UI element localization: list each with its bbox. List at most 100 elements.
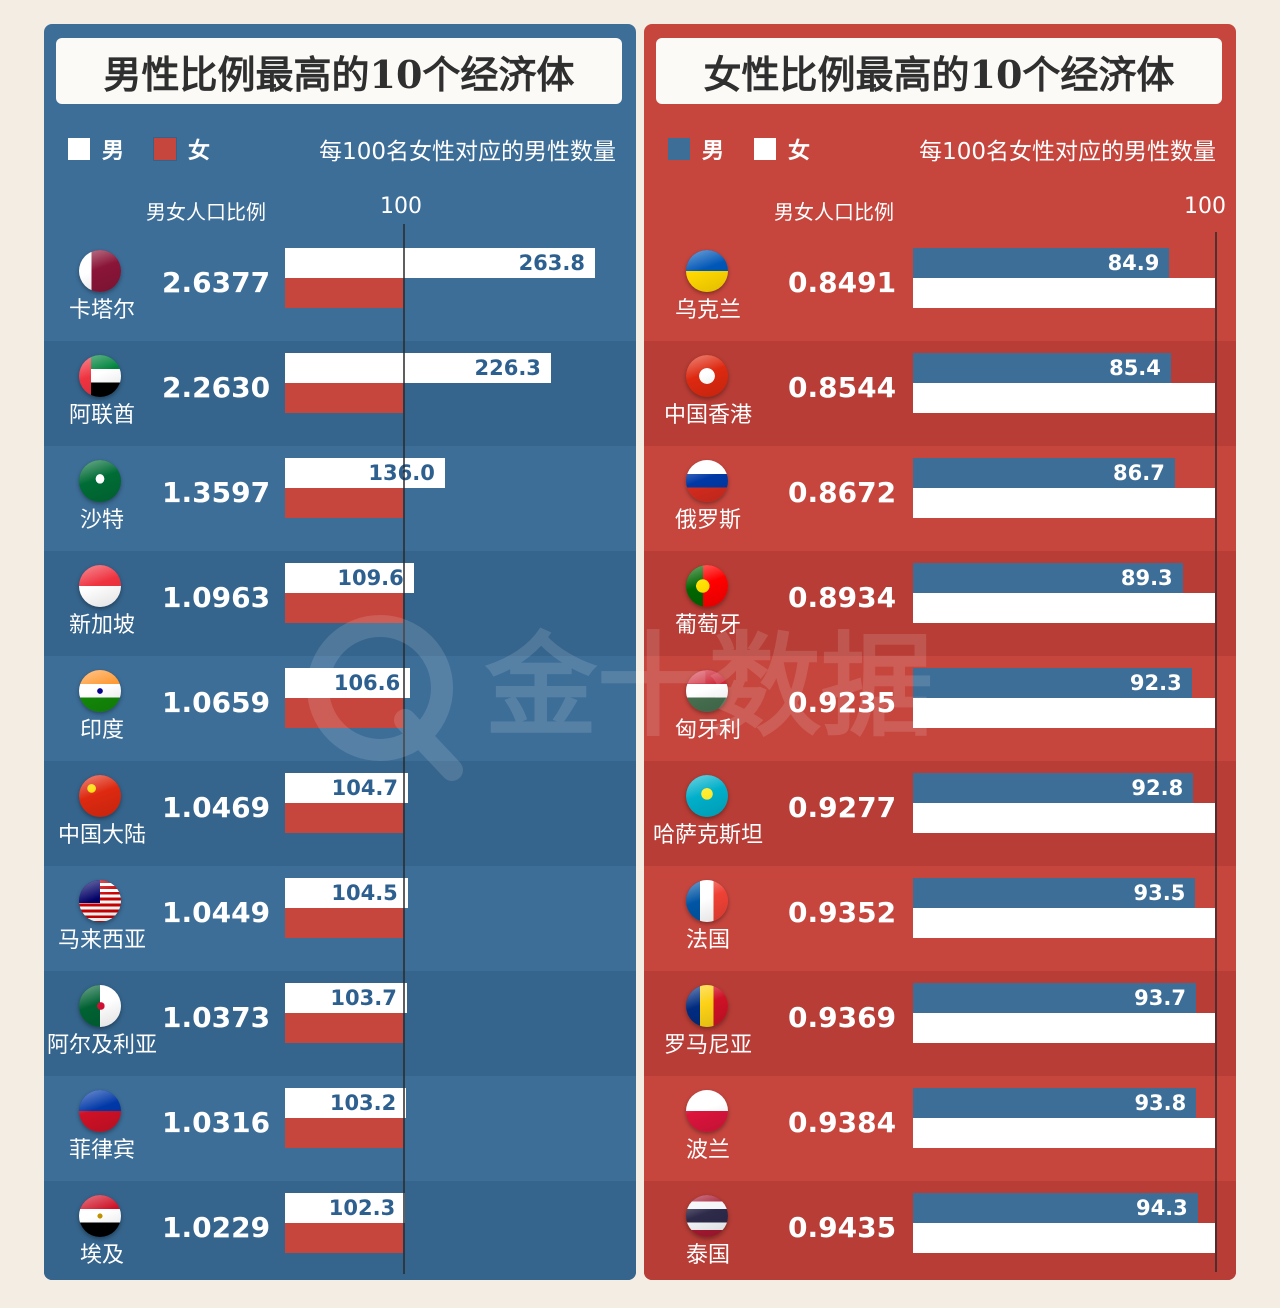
ratio-value: 2.2630 [162,371,271,404]
bar-female [913,1223,1215,1253]
country-flag-icon [686,775,728,817]
table-row: 俄罗斯 0.8672 86.7 [644,446,1236,551]
ratio-value: 1.0963 [162,581,271,614]
bar-female [285,1118,403,1148]
ratio-value: 0.8934 [788,581,897,614]
bar-female [913,1118,1215,1148]
bar-male [285,878,408,908]
bar-female [285,698,403,728]
bar-male [913,458,1175,488]
country-flag-icon [79,565,121,607]
country-flag-icon [686,1090,728,1132]
bar-female [285,383,403,413]
data-label: 263.8 [518,251,585,275]
country-flag-icon [79,250,121,292]
data-label: 109.6 [337,566,404,590]
country-flag-icon [686,250,728,292]
country-name: 阿联酋 [68,403,135,428]
bar-female [913,1013,1215,1043]
country-name: 波兰 [685,1138,730,1163]
table-row: 哈萨克斯坦 0.9277 92.8 [644,761,1236,866]
data-label: 102.3 [328,1196,396,1220]
country-flag-icon [79,985,121,1027]
bar-female [285,803,403,833]
legend-label-female: 女 [188,139,211,164]
country-name: 法国 [685,928,730,953]
ratio-value: 0.9384 [788,1106,897,1139]
table-row: 罗马尼亚 0.9369 93.7 [644,971,1236,1076]
country-flag-icon [686,355,728,397]
country-name: 葡萄牙 [674,613,741,638]
data-label: 86.7 [1113,461,1165,485]
bar-male [285,353,551,383]
ratio-value: 1.3597 [162,476,271,509]
table-row: 中国香港 0.8544 85.4 [644,341,1236,446]
ratio-value: 0.9235 [788,686,897,719]
table-row: 沙特 1.3597 136.0 [44,446,636,551]
reference-line-100 [1215,232,1217,1272]
country-name: 沙特 [79,508,124,533]
ratio-value: 0.9352 [788,896,897,929]
country-name: 新加坡 [68,613,135,638]
ratio-value: 1.0659 [162,686,271,719]
legend-swatch-male [68,138,90,160]
country-flag-icon [686,460,728,502]
table-row: 泰国 0.9435 94.3 [644,1181,1236,1280]
legend-label-male: 男 [702,139,725,164]
bar-male [285,983,407,1013]
legend-note: 每100名女性对应的男性数量 [319,139,616,165]
data-label: 104.5 [331,881,398,905]
bar-female [913,488,1215,518]
table-row: 菲律宾 1.0316 103.2 [44,1076,636,1181]
country-name: 泰国 [685,1243,730,1268]
ratio-value: 1.0373 [162,1001,271,1034]
table-row: 马来西亚 1.0449 104.5 [44,866,636,971]
country-name: 埃及 [79,1243,124,1268]
table-row: 波兰 0.9384 93.8 [644,1076,1236,1181]
table-row: 匈牙利 0.9235 92.3 [644,656,1236,761]
bar-male [285,248,595,278]
country-name: 卡塔尔 [68,298,135,323]
table-row: 新加坡 1.0963 109.6 [44,551,636,656]
country-flag-icon [686,670,728,712]
bar-male [913,353,1171,383]
ratio-value: 0.8672 [788,476,897,509]
legend-label-female: 女 [788,139,811,164]
country-name: 匈牙利 [674,718,741,743]
table-row: 埃及 1.0229 102.3 [44,1181,636,1280]
chart-title-left: 男性比例最高的10个经济体 [56,38,622,104]
ratio-column-header: 男女人口比例 [774,200,894,224]
table-row: 法国 0.9352 93.5 [644,866,1236,971]
table-row: 印度 1.0659 106.6 [44,656,636,761]
data-label: 226.3 [474,356,541,380]
ratio-column-header: 男女人口比例 [146,200,266,224]
data-label: 103.2 [329,1091,397,1115]
country-flag-icon [686,880,728,922]
table-row: 葡萄牙 0.8934 89.3 [644,551,1236,656]
country-flag-icon [686,985,728,1027]
bar-female [285,1223,403,1253]
data-label: 93.7 [1134,986,1186,1010]
axis-label-100: 100 [1184,194,1226,219]
bar-male [285,1193,406,1223]
bar-female [913,593,1215,623]
table-row: 卡塔尔 2.6377 263.8 [44,236,636,341]
bar-female [285,1013,403,1043]
ratio-value: 0.9369 [788,1001,897,1034]
bar-male [285,668,411,698]
country-flag-icon [79,670,121,712]
ratio-value: 0.8491 [788,266,897,299]
data-label: 92.3 [1129,671,1182,695]
country-flag-icon [79,460,121,502]
country-name: 哈萨克斯坦 [652,823,763,848]
legend-swatch-female [754,138,777,160]
ratio-value: 2.6377 [162,266,271,299]
legend-swatch-female [154,138,177,160]
reference-line-100 [402,224,405,1274]
country-flag-icon [686,565,728,607]
country-flag-icon [686,1195,728,1237]
female-ratio-panel: 乌克兰 0.8491 84.9 中国香港 0.8544 85.4 俄罗斯 0.8672 86.7… [644,24,1236,1280]
legend-note: 每100名女性对应的男性数量 [919,139,1216,165]
ratio-value: 1.0469 [162,791,271,824]
country-name: 中国香港 [663,403,752,428]
